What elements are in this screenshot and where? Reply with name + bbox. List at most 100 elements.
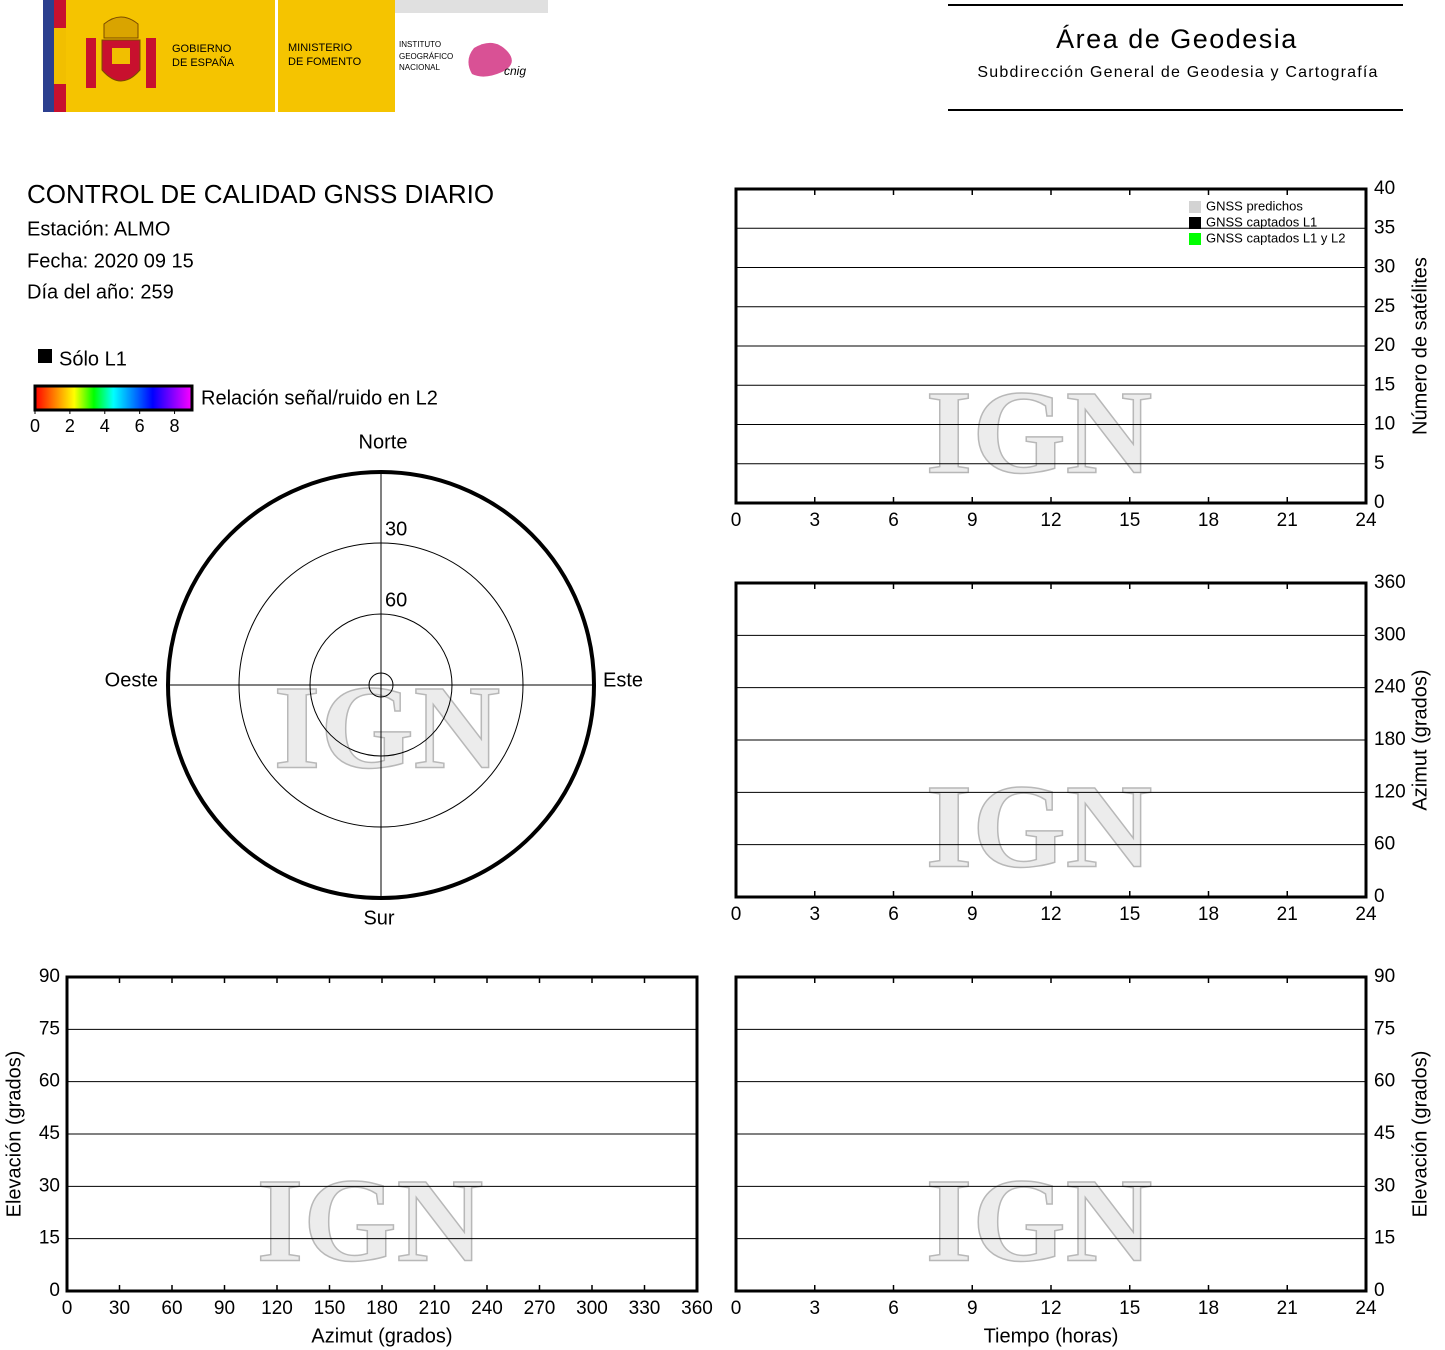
legend-swatch [1189,233,1201,245]
x-tick-label: 300 [576,1298,608,1319]
report-title: CONTROL DE CALIDAD GNSS DIARIO [27,179,494,209]
y-tick-label: 75 [1374,1018,1395,1039]
logo-flag-yellow [54,28,66,84]
legend-swatch [1189,217,1201,229]
y-tick-label: 25 [1374,296,1395,317]
x-axis-title: Tiempo (horas) [984,1325,1119,1347]
logo-bar [395,0,548,13]
y-tick-label: 40 [1374,178,1395,199]
coat-of-arms [86,16,156,88]
direction-label: Sur [363,907,394,929]
watermark: IGN [926,1154,1153,1287]
y-tick-label: 20 [1374,335,1395,356]
direction-label: Norte [359,431,408,453]
x-tick-label: 18 [1198,510,1219,531]
colorbar-tick-label: 4 [100,416,110,436]
y-tick-label: 15 [1374,1228,1395,1249]
ring-label: 60 [385,589,407,611]
y-tick-label: 10 [1374,414,1395,435]
logo-gobierno-bg [66,0,275,112]
logo-text: DE ESPAÑA [172,56,235,69]
y-tick-label: 60 [1374,834,1395,855]
y-tick-label: 0 [1374,886,1385,907]
legend-label: Sólo L1 [59,348,127,370]
x-tick-label: 6 [888,1298,899,1319]
x-tick-label: 120 [261,1298,293,1319]
info-line: Estación: ALMO [27,218,170,240]
x-tick-label: 360 [681,1298,713,1319]
y-tick-label: 90 [1374,966,1395,987]
x-tick-label: 3 [809,510,820,531]
colorbar-label: Relación señal/ruido en L2 [201,387,438,409]
y-tick-label: 120 [1374,781,1406,802]
y-tick-label: 60 [39,1071,60,1092]
legend-label: GNSS captados L1 [1206,214,1317,229]
x-tick-label: 90 [214,1298,235,1319]
y-axis-title: Número de satélites [1409,257,1431,435]
x-tick-label: 180 [366,1298,398,1319]
x-tick-label: 6 [888,510,899,531]
x-tick-label: 6 [888,904,899,925]
header-subtitle: Subdirección General de Geodesia y Carto… [977,64,1378,81]
polar-edge [166,470,596,900]
logo-text: NACIONAL [399,63,440,72]
x-tick-label: 30 [109,1298,130,1319]
y-tick-label: 0 [1374,492,1385,513]
logo-flag-blue [43,0,54,112]
direction-label: Oeste [105,669,158,691]
x-tick-label: 9 [967,510,978,531]
y-tick-label: 300 [1374,624,1406,645]
header-right: Área de Geodesia Subdirección General de… [948,4,1403,111]
legend-swatch [38,349,52,363]
y-tick-label: 0 [1374,1280,1385,1301]
x-tick-label: 150 [314,1298,346,1319]
plot-frame [734,187,1368,505]
x-tick-label: 240 [471,1298,503,1319]
cnig-logo [468,42,512,77]
colorbar-tick-label: 0 [30,416,40,436]
info-line: Fecha: 2020 09 15 [27,250,194,272]
x-tick-label: 18 [1198,1298,1219,1319]
grid-ring [238,542,524,828]
zenith-circle [368,672,394,698]
x-tick-label: 0 [731,904,742,925]
x-tick-label: 21 [1277,904,1298,925]
y-tick-label: 240 [1374,677,1406,698]
y-tick-label: 15 [1374,374,1395,395]
x-tick-label: 18 [1198,904,1219,925]
logo-ministerio-bg [278,0,395,112]
x-tick-label: 12 [1040,904,1061,925]
y-tick-label: 15 [39,1228,60,1249]
x-tick-label: 270 [524,1298,556,1319]
y-axis-title: Azimut (grados) [1409,669,1431,810]
y-tick-label: 35 [1374,217,1395,238]
info-line: Día del año: 259 [27,281,174,303]
logo-text: cnig [504,64,526,78]
watermark: IGN [257,1154,484,1287]
y-axis-title: Elevación (grados) [1409,1051,1431,1218]
x-tick-label: 21 [1277,1298,1298,1319]
y-tick-label: 0 [49,1280,60,1301]
logo-text: GEOGRÁFICO [399,52,453,61]
y-tick-label: 45 [39,1123,60,1144]
grid-ring [309,613,453,757]
x-tick-label: 60 [161,1298,182,1319]
logo-text: INSTITUTO [399,40,441,49]
x-axis-title: Azimut (grados) [311,1325,452,1347]
header-title: Área de Geodesia [1056,24,1298,54]
x-tick-label: 0 [731,1298,742,1319]
y-tick-label: 75 [39,1018,60,1039]
y-tick-label: 30 [1374,1175,1395,1196]
x-tick-label: 0 [731,510,742,531]
watermark: IGN [274,661,501,794]
colorbar-tick-label: 8 [170,416,180,436]
y-tick-label: 30 [39,1175,60,1196]
y-tick-label: 5 [1374,453,1385,474]
header-logos: GOBIERNO DE ESPAÑA MINISTERIO DE FOMENTO… [43,0,548,112]
x-tick-label: 15 [1119,904,1140,925]
x-tick-label: 24 [1355,510,1377,531]
x-tick-label: 0 [62,1298,73,1319]
y-tick-label: 360 [1374,572,1406,593]
logo-text: GOBIERNO [172,43,232,55]
